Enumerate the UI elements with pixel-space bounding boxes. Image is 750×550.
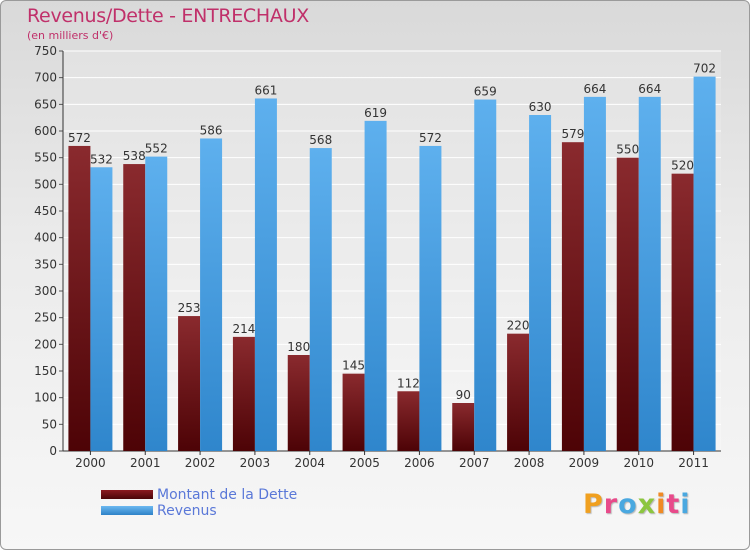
logo-letter: P [583,489,604,520]
bar-dette [287,355,310,451]
data-label-revenus: 586 [200,123,223,137]
data-label-revenus: 572 [419,131,442,145]
bar-revenus [419,145,442,451]
bar-dette [561,142,584,451]
data-label-dette: 180 [287,340,310,354]
bar-dette [397,391,420,451]
legend-swatch-revenus [101,506,153,515]
bar-revenus [309,148,332,452]
data-label-dette: 520 [671,159,694,173]
data-label-dette: 538 [123,149,146,163]
bar-revenus [693,76,716,451]
logo-letter: x [637,489,657,520]
y-tick-label: 300 [34,284,57,298]
bar-dette [68,145,91,451]
bar-revenus [145,156,168,451]
data-label-dette: 579 [561,127,584,141]
data-label-revenus: 702 [693,62,716,76]
y-tick-label: 150 [34,364,57,378]
x-tick-label: 2006 [404,456,435,470]
y-tick-label: 550 [34,151,57,165]
data-label-revenus: 532 [90,152,113,166]
data-label-revenus: 568 [309,133,332,147]
data-label-dette: 90 [456,388,471,402]
logo-letter: i [680,489,691,520]
y-tick-label: 350 [34,257,57,271]
bar-revenus [254,98,277,451]
x-tick-label: 2001 [130,456,161,470]
data-label-revenus: 619 [364,106,387,120]
y-tick-label: 750 [34,44,57,58]
bar-dette [342,373,365,451]
bar-revenus [474,99,497,452]
y-tick-label: 200 [34,337,57,351]
x-tick-label: 2000 [75,456,106,470]
x-tick-label: 2008 [514,456,545,470]
y-tick-label: 50 [42,417,57,431]
legend-label-dette: Montant de la Dette [157,487,298,503]
bar-revenus [583,96,606,451]
legend-swatch-dette [101,490,153,499]
bar-dette [178,316,201,451]
bar-revenus [90,167,113,451]
x-tick-label: 2011 [678,456,709,470]
y-tick-label: 600 [34,124,57,138]
chart-title: Revenus/Dette - ENTRECHAUX [27,5,309,27]
bar-dette [507,333,530,451]
logo-letter: t [666,489,681,520]
data-label-revenus: 659 [474,85,497,99]
y-tick-label: 450 [34,204,57,218]
y-tick-label: 500 [34,177,57,191]
y-tick-label: 250 [34,311,57,325]
x-tick-label: 2009 [569,456,600,470]
legend-label-revenus: Revenus [157,503,217,519]
x-tick-label: 2004 [294,456,325,470]
x-tick-label: 2002 [185,456,216,470]
bar-revenus [529,115,552,451]
y-tick-label: 0 [49,444,57,458]
chart-subtitle: (en milliers d'€) [27,29,114,42]
bar-dette [232,336,255,451]
data-label-revenus: 664 [638,82,661,96]
x-tick-label: 2010 [623,456,654,470]
logo-letter: r [603,489,619,520]
data-label-dette: 572 [68,131,91,145]
data-label-dette: 214 [232,322,255,336]
bar-dette [452,403,475,451]
data-label-revenus: 661 [254,83,277,97]
y-tick-label: 650 [34,97,57,111]
x-tick-label: 2005 [349,456,380,470]
data-label-revenus: 552 [145,142,168,156]
logo-letter: o [618,489,638,520]
data-label-dette: 145 [342,359,365,373]
bar-revenus [638,96,661,451]
y-tick-label: 700 [34,71,57,85]
y-tick-label: 100 [34,391,57,405]
data-label-revenus: 630 [529,100,552,114]
bar-dette [616,157,639,451]
y-tick-label: 400 [34,231,57,245]
data-label-dette: 112 [397,376,420,390]
data-label-dette: 550 [616,143,639,157]
plot-area [63,51,721,451]
bar-revenus [200,138,223,451]
bar-dette [123,164,146,452]
data-label-dette: 253 [178,301,201,315]
bar-dette [671,173,694,451]
logo-letter: i [656,489,667,520]
data-label-revenus: 664 [583,82,606,96]
bar-revenus [364,120,387,451]
x-tick-label: 2003 [240,456,271,470]
data-label-dette: 220 [507,319,530,333]
proxiti-logo: Proxiti [583,489,691,520]
x-tick-label: 2007 [459,456,490,470]
